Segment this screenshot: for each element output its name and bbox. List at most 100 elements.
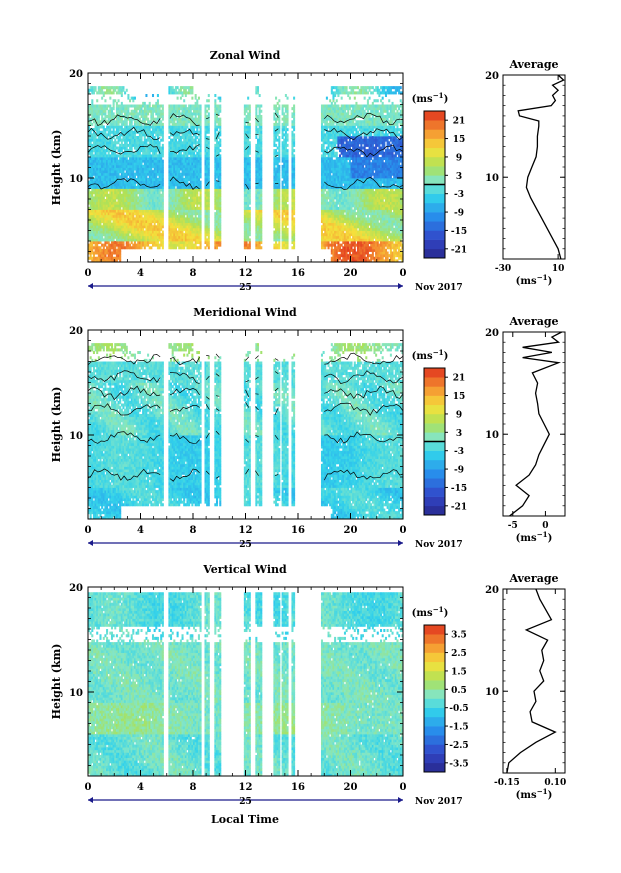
heatmap-cell: [147, 238, 150, 242]
heatmap-cell: [137, 180, 140, 184]
heatmap-cell: [217, 136, 220, 140]
heatmap-cell: [115, 172, 118, 176]
heatmap-cell: [260, 130, 263, 134]
heatmap-cell: [120, 217, 123, 221]
heatmap-cell: [168, 125, 171, 129]
heatmap-cell: [168, 146, 171, 150]
heatmap-cell: [91, 227, 94, 231]
heatmap-cell: [92, 183, 95, 187]
heatmap-cell: [119, 248, 122, 252]
heatmap-cell: [102, 201, 105, 205]
heatmap-cell: [147, 154, 150, 158]
heatmap-cell: [125, 199, 128, 203]
heatmap-cell: [89, 164, 92, 168]
heatmap-cell: [114, 115, 117, 119]
heatmap-cell: [248, 172, 251, 176]
heatmap-cell: [155, 220, 158, 224]
heatmap-cell: [193, 154, 196, 158]
heatmap-cell: [115, 180, 118, 184]
heatmap-cell: [138, 185, 141, 189]
heatmap-cell: [281, 214, 284, 218]
heatmap-cell: [178, 217, 181, 221]
heatmap-cell: [133, 188, 136, 192]
heatmap-cell: [130, 241, 133, 245]
heatmap-cell: [260, 122, 263, 126]
heatmap-cell: [219, 154, 222, 158]
heatmap-cell: [293, 109, 296, 113]
heatmap-cell: [91, 220, 94, 224]
heatmap-cell: [120, 167, 123, 171]
heatmap-cell: [99, 246, 102, 250]
heatmap-cell: [138, 206, 141, 210]
heatmap-cell: [127, 94, 130, 98]
heatmap-cell: [89, 201, 92, 205]
heatmap-cell: [188, 164, 191, 168]
heatmap-cell: [109, 104, 112, 108]
heatmap-cell: [181, 170, 184, 174]
heatmap-cell: [191, 227, 194, 231]
heatmap-cell: [168, 201, 171, 205]
heatmap-cell: [124, 151, 127, 155]
heatmap-cell: [138, 204, 141, 208]
heatmap-cell: [179, 238, 182, 242]
heatmap-cell: [142, 167, 145, 171]
heatmap-cell: [112, 178, 115, 182]
heatmap-cell: [184, 94, 187, 98]
heatmap-cell: [150, 178, 153, 182]
heatmap-cell: [102, 151, 105, 155]
heatmap-cell: [127, 185, 130, 189]
heatmap-cell: [156, 109, 159, 113]
heatmap-cell: [104, 159, 107, 163]
heatmap-cell: [110, 206, 114, 210]
heatmap-cell: [189, 225, 192, 229]
heatmap-cell: [181, 193, 184, 197]
heatmap-cell: [129, 209, 132, 213]
heatmap-cell: [207, 120, 210, 124]
heatmap-cell: [89, 86, 92, 90]
heatmap-cell: [293, 212, 296, 216]
heatmap-cell: [109, 185, 112, 189]
heatmap-cell: [102, 136, 105, 140]
heatmap-cell: [207, 204, 210, 208]
heatmap-cell: [147, 136, 150, 140]
heatmap-cell: [110, 243, 114, 247]
heatmap-cell: [199, 222, 202, 226]
heatmap-cell: [189, 157, 192, 161]
heatmap-cell: [260, 170, 263, 174]
heatmap-cell: [124, 107, 127, 111]
heatmap-cell: [117, 227, 120, 231]
heatmap-cell: [219, 185, 222, 189]
heatmap-cell: [174, 230, 177, 234]
heatmap-cell: [106, 183, 109, 187]
heatmap-cell: [122, 246, 125, 250]
heatmap-cell: [142, 130, 145, 134]
heatmap-cell: [101, 175, 104, 179]
heatmap-cell: [92, 115, 95, 119]
heatmap-cell: [178, 128, 181, 132]
heatmap-cell: [119, 251, 122, 255]
heatmap-cell: [97, 154, 100, 158]
heatmap-cell: [278, 230, 281, 234]
heatmap-cell: [122, 180, 125, 184]
heatmap-cell: [88, 143, 91, 147]
heatmap-cell: [102, 112, 105, 116]
heatmap-cell: [150, 217, 153, 221]
heatmap-cell: [191, 149, 194, 153]
heatmap-cell: [101, 157, 104, 161]
heatmap-cell: [183, 238, 186, 242]
heatmap-cell: [88, 159, 91, 163]
heatmap-cell: [184, 178, 187, 182]
heatmap-cell: [130, 117, 133, 121]
heatmap-cell: [278, 143, 281, 147]
heatmap-cell: [184, 227, 187, 231]
heatmap-cell: [147, 178, 150, 182]
heatmap-cell: [102, 154, 105, 158]
heatmap-cell: [112, 227, 115, 231]
heatmap-cell: [117, 254, 120, 258]
heatmap-cell: [122, 136, 125, 140]
heatmap-cell: [248, 162, 251, 166]
heatmap-cell: [155, 180, 158, 184]
heatmap-cell: [147, 109, 150, 113]
heatmap-cell: [143, 180, 146, 184]
heatmap-cell: [147, 193, 150, 197]
